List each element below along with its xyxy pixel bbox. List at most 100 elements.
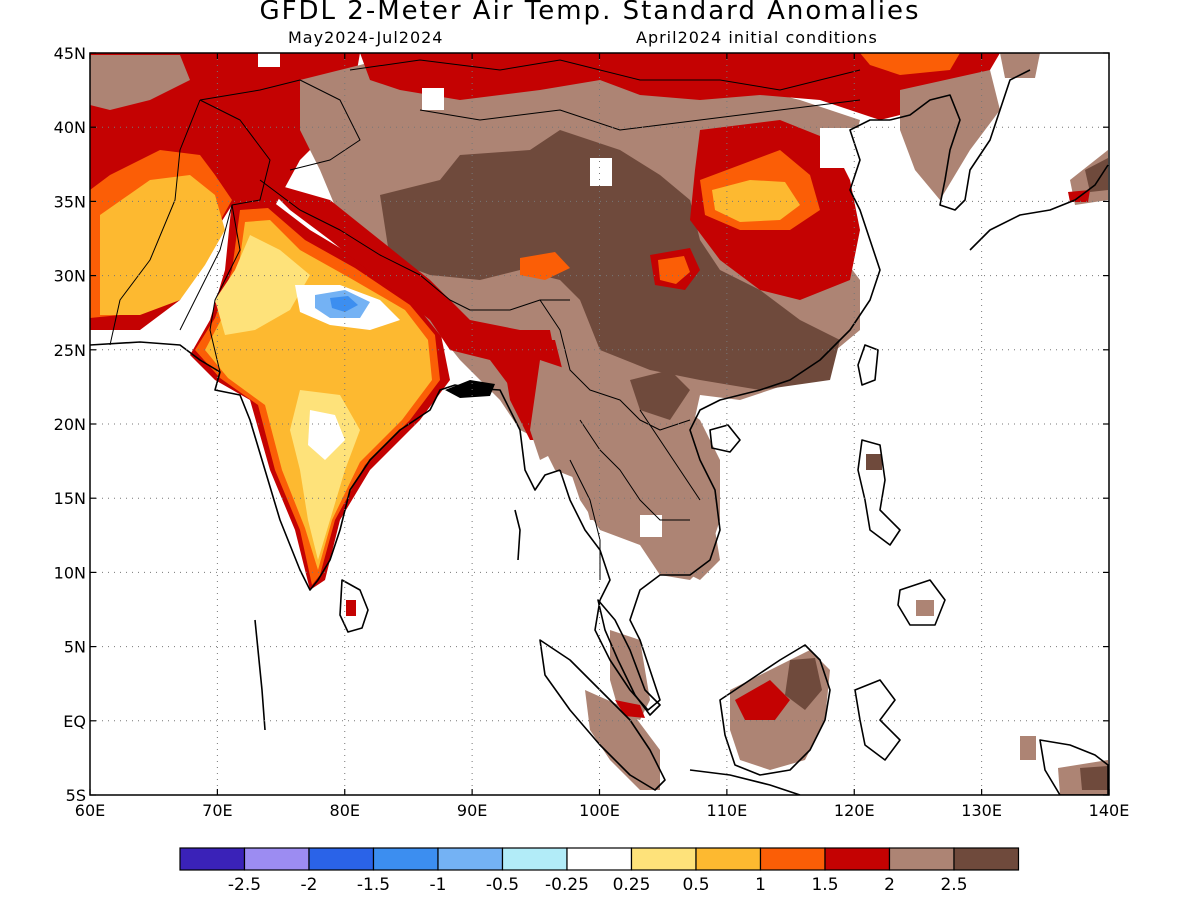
- anomaly-region-sumatra-red: [615, 700, 645, 718]
- colorbar-swatch: [695, 847, 762, 871]
- lon-tick-label: 110E: [707, 801, 748, 820]
- coast-luzon: [857, 439, 901, 546]
- gridlines: [90, 53, 1109, 795]
- bangladesh-patch: [445, 380, 495, 398]
- anomaly-region-india-white: [308, 410, 345, 460]
- coast-mindanao: [897, 579, 946, 626]
- coast-arabian-sea: [90, 341, 471, 591]
- anomaly-region-tibet: [380, 130, 840, 390]
- colorbar-label: -0.5: [486, 875, 519, 895]
- border-afghan-pak: [179, 99, 271, 331]
- lat-tick-label: 25N: [54, 341, 86, 360]
- anomaly-region-north-belt: [360, 53, 1000, 120]
- colorbar-swatch: [437, 847, 504, 871]
- anomaly-region-india-light-yellow-2: [290, 390, 360, 560]
- border-china-mongolia: [419, 99, 861, 131]
- coast-bay-of-bengal: [469, 387, 561, 491]
- coast-sulawesi: [854, 679, 901, 761]
- coastlines: [90, 69, 1109, 795]
- lat-tick-label: 45N: [54, 44, 86, 63]
- lon-tick-label: 140E: [1089, 801, 1130, 820]
- anomaly-region-pakistan-yellow: [100, 175, 225, 315]
- colorbar-swatch: [243, 847, 310, 871]
- lat-tick-label: 5N: [64, 638, 86, 657]
- coast-java: [689, 769, 801, 795]
- lon-tick-label: 100E: [579, 801, 620, 820]
- lon-tick-label: 90E: [457, 801, 487, 820]
- lon-tick-label: 80E: [330, 801, 360, 820]
- anomaly-region-north-east-brown: [1000, 53, 1040, 78]
- colorbar-label: 1.5: [811, 875, 838, 895]
- coast-japan: [969, 164, 1109, 251]
- colorbar-label: -1: [430, 875, 447, 895]
- coast-hainan: [709, 424, 741, 453]
- anomaly-region-north-orange: [860, 53, 960, 75]
- border-thai-burma: [569, 459, 601, 580]
- border-india-pak: [209, 204, 241, 373]
- anomaly-region-laos-dark: [630, 370, 690, 420]
- anomaly-region-png-dark: [1080, 766, 1108, 790]
- colorbar-label: -2.5: [228, 875, 261, 895]
- anomaly-region-mindanao: [916, 600, 934, 616]
- border-himalaya: [259, 179, 570, 311]
- colorbar-swatch: [630, 847, 697, 871]
- anomaly-region-sumatra: [585, 690, 660, 790]
- colorbar: -2.5 -2 -1.5 -1 -0.5 -0.25 0.25 0.5 1 1.5 2 2.5: [179, 847, 1020, 895]
- anomaly-region-borneo-dark: [785, 658, 822, 710]
- anomaly-region-sichuan-orange: [658, 256, 690, 284]
- lat-tick-label: 15N: [54, 489, 86, 508]
- colorbar-label: -1.5: [357, 875, 390, 895]
- white-mask-caspian: [258, 53, 280, 67]
- coast-newguinea: [1039, 739, 1109, 795]
- coast-srilanka: [339, 579, 369, 633]
- lat-tick-label: 10N: [54, 563, 86, 582]
- lon-tick-label: 60E: [75, 801, 105, 820]
- border-mainland-sea: [579, 419, 690, 521]
- colorbar-swatch: [501, 847, 568, 871]
- coast-andaman: [514, 509, 521, 561]
- forecast-period: May2024-Jul2024: [288, 28, 444, 47]
- anomaly-region-malaya: [610, 630, 650, 720]
- colorbar-label: 0.25: [613, 875, 651, 895]
- colorbar-swatch: [953, 847, 1020, 871]
- lat-tick-label: EQ: [63, 712, 86, 731]
- anomaly-region-borneo-red: [735, 680, 790, 720]
- country-borders: [109, 59, 861, 580]
- anomaly-region-korea: [900, 70, 1000, 200]
- anomaly-region-iran-brown: [90, 55, 190, 110]
- lat-tick-label: 20N: [54, 415, 86, 434]
- anomaly-region-himalaya-red: [260, 180, 560, 420]
- colorbar-label: 0.5: [682, 875, 709, 895]
- colorbar-swatch: [308, 847, 375, 871]
- initial-conditions: April2024 initial conditions: [636, 28, 878, 47]
- latitude-ticks: 45N 40N 35N 30N 25N 20N 15N 10N 5N EQ 5S: [54, 44, 1109, 805]
- lat-tick-label: 5S: [66, 786, 86, 805]
- border-central-asia: [199, 79, 361, 171]
- coast-indochina: [559, 119, 890, 711]
- colorbar-swatch: [759, 847, 826, 871]
- anomaly-region-srilanka: [346, 600, 356, 616]
- coast-sumatra: [539, 639, 666, 791]
- border-china-myanmar: [539, 299, 691, 431]
- border-iran-afghan: [109, 99, 201, 346]
- colorbar-swatch: [888, 847, 955, 871]
- anomaly-region-india-light-yellow: [215, 235, 310, 335]
- colorbar-swatch: [566, 847, 633, 871]
- colorbar-label: -2: [301, 875, 318, 895]
- anomaly-fill-layer: [90, 53, 1109, 795]
- anomaly-region-japan-dark: [1085, 158, 1108, 192]
- white-mask-mongolia: [422, 88, 444, 110]
- lon-tick-label: 120E: [834, 801, 875, 820]
- lat-tick-label: 35N: [54, 192, 86, 211]
- white-mask-qinghai: [590, 158, 612, 186]
- colorbar-label: 1: [755, 875, 766, 895]
- lat-tick-label: 30N: [54, 267, 86, 286]
- coast-maldives: [254, 619, 266, 731]
- anomaly-region-philippines: [866, 454, 882, 470]
- coast-korea: [889, 69, 1031, 211]
- lon-tick-label: 70E: [202, 801, 232, 820]
- colorbar-label: 2: [884, 875, 895, 895]
- colorbar-swatch: [824, 847, 891, 871]
- coast-taiwan: [857, 344, 879, 386]
